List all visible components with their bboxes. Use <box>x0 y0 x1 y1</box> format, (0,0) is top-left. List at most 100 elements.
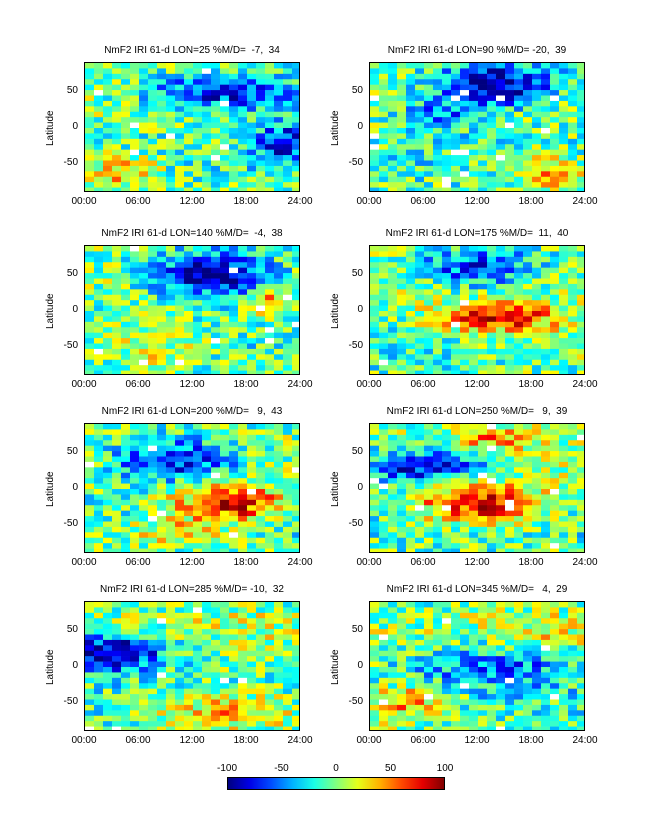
heatmap-cell <box>415 688 425 695</box>
heatmap-cell <box>406 721 416 727</box>
heatmap-cell <box>166 543 176 549</box>
heatmap-cell <box>568 612 578 619</box>
heatmap-cell <box>379 106 389 113</box>
heatmap-cell <box>175 111 185 118</box>
heatmap-cell <box>433 672 443 679</box>
heatmap-cell <box>184 155 194 161</box>
heatmap-cell <box>370 262 380 268</box>
heatmap-cell <box>379 521 389 528</box>
heatmap-cell <box>157 171 167 178</box>
heatmap-cell <box>568 273 578 279</box>
heatmap-cell <box>229 424 239 430</box>
heatmap-cell <box>283 262 293 268</box>
heatmap-cell <box>148 543 158 549</box>
heatmap-cell <box>220 267 230 274</box>
heatmap-cell <box>256 677 266 684</box>
heatmap-cell <box>451 623 461 630</box>
heatmap-cell <box>442 359 452 366</box>
heatmap-cell <box>202 73 212 80</box>
heatmap-cell <box>238 429 248 436</box>
heatmap-cell <box>442 677 452 684</box>
heatmap-cell <box>397 726 407 730</box>
heatmap-cell <box>274 661 284 668</box>
heatmap-cell <box>397 160 407 167</box>
heatmap-cell <box>148 688 158 695</box>
heatmap-cell <box>433 440 443 446</box>
heatmap-cell <box>568 710 578 717</box>
heatmap-cell <box>130 694 140 700</box>
heatmap-cell <box>406 73 416 80</box>
heatmap-cell <box>256 171 266 178</box>
heatmap-cell <box>505 63 515 69</box>
heatmap-cell <box>202 273 212 279</box>
heatmap-cell <box>202 494 212 501</box>
heatmap-cell <box>238 256 248 263</box>
heatmap-cell <box>247 667 257 673</box>
heatmap-cell <box>577 440 584 446</box>
heatmap-cell <box>229 623 239 630</box>
heatmap-cell <box>166 510 176 517</box>
heatmap-cell <box>568 721 578 727</box>
heatmap-cell <box>496 704 506 711</box>
heatmap-cell <box>460 667 470 673</box>
heatmap-cell <box>148 149 158 156</box>
heatmap-cell <box>121 548 131 552</box>
heatmap-cell <box>505 672 515 679</box>
heatmap-cell <box>559 521 569 528</box>
heatmap-cell <box>238 688 248 695</box>
heatmap-cell <box>184 84 194 91</box>
heatmap-cell <box>238 602 248 608</box>
heatmap-cell <box>442 683 452 689</box>
heatmap-cell <box>211 294 221 301</box>
heatmap-cell <box>121 618 131 624</box>
heatmap-cell <box>193 639 203 646</box>
heatmap-cell <box>247 607 257 614</box>
heatmap-cell <box>424 526 434 533</box>
heatmap-cell <box>577 370 584 374</box>
heatmap-cell <box>229 332 239 339</box>
heatmap-cell <box>247 117 257 123</box>
heatmap-cell <box>469 656 479 662</box>
heatmap-cell <box>193 699 203 706</box>
heatmap-cell <box>388 300 398 306</box>
heatmap-cell <box>442 246 452 252</box>
heatmap-cell <box>256 656 266 662</box>
heatmap-cell <box>514 111 524 118</box>
heatmap-cell <box>247 176 257 183</box>
heatmap-cell <box>166 629 176 635</box>
heatmap-cell <box>496 537 506 544</box>
heatmap-cell <box>451 424 461 430</box>
heatmap-cell <box>478 639 488 646</box>
x-tick-label: 24:00 <box>572 735 598 746</box>
heatmap-cell <box>229 505 239 511</box>
heatmap-cell <box>442 456 452 463</box>
heatmap-cell <box>256 661 266 668</box>
heatmap-cell <box>442 543 452 549</box>
heatmap-cell <box>496 171 506 178</box>
heatmap-cell <box>238 187 248 191</box>
x-tick-label: 00:00 <box>356 379 382 390</box>
heatmap-cell <box>130 429 140 436</box>
heatmap-cell <box>379 149 389 156</box>
heatmap-cell <box>496 343 506 350</box>
heatmap-cell <box>256 607 266 614</box>
heatmap-cell <box>103 90 113 96</box>
heatmap-cell <box>370 370 380 374</box>
heatmap-cell <box>406 354 416 361</box>
heatmap-cell <box>379 138 389 145</box>
heatmap-cell <box>247 602 257 608</box>
heatmap-cell <box>514 629 524 635</box>
heatmap-cell <box>166 532 176 539</box>
heatmap-cell <box>496 176 506 183</box>
heatmap-cell <box>433 424 443 430</box>
heatmap-cell <box>229 106 239 113</box>
heatmap-cell <box>166 483 176 490</box>
heatmap-cell <box>148 483 158 490</box>
heatmap-cell <box>265 117 275 123</box>
heatmap-cell <box>220 95 230 102</box>
heatmap-cell <box>202 516 212 522</box>
heatmap-cell <box>496 543 506 549</box>
heatmap-cell <box>166 327 176 333</box>
heatmap-cell <box>370 273 380 279</box>
heatmap-cell <box>442 294 452 301</box>
